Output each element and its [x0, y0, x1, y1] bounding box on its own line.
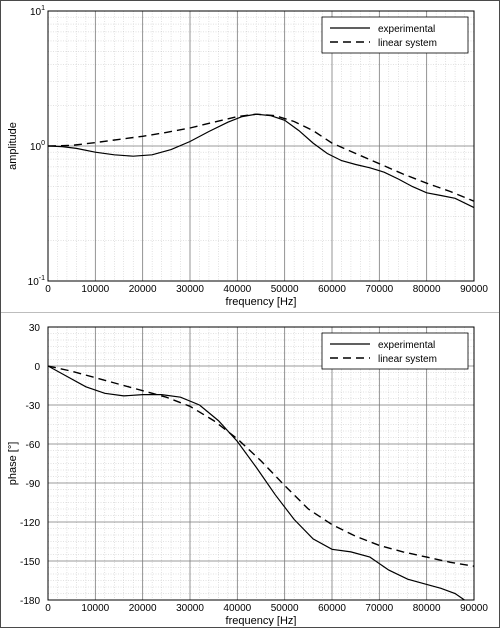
- x-tick-label: 10000: [81, 284, 109, 295]
- x-tick-label: 90000: [460, 284, 488, 295]
- x-tick-label: 60000: [318, 603, 346, 614]
- x-tick-label: 20000: [129, 603, 157, 614]
- y-tick-label: -120: [20, 518, 40, 529]
- x-tick-label: 40000: [223, 284, 251, 295]
- y-tick-label: -150: [20, 557, 40, 568]
- grid: [47, 10, 475, 282]
- legend-label: experimental: [378, 24, 435, 35]
- legend-box: [321, 332, 469, 370]
- series-line-linear-system: [48, 113, 474, 202]
- x-tick-label: 80000: [413, 284, 441, 295]
- legend-box: [321, 16, 469, 54]
- legend-label: linear system: [378, 38, 437, 49]
- y-tick-label: 30: [29, 323, 41, 334]
- x-tick-label: 40000: [223, 603, 251, 614]
- x-tick-label: 60000: [318, 284, 346, 295]
- x-tick-label: 70000: [365, 284, 393, 295]
- y-tick-label: -180: [20, 596, 40, 607]
- x-tick-label: 50000: [271, 284, 299, 295]
- y-tick-label: 100: [30, 140, 45, 153]
- amplitude-chart-svg: 0 10000 20000 30000 40000 50000 60000 70000 8000…: [7, 5, 488, 308]
- phase-chart-svg: 0 10000 20000 30000 40000 50000 60000 70000 8000…: [7, 323, 488, 627]
- plot-frame: [47, 326, 475, 601]
- x-tick-label: 70000: [365, 603, 393, 614]
- y-tick-label: -90: [26, 479, 41, 490]
- x-axis-label: frequency [Hz]: [226, 615, 297, 626]
- x-tick-label: 80000: [413, 603, 441, 614]
- legend-label: experimental: [378, 340, 435, 351]
- y-tick-label: 0: [34, 362, 40, 373]
- series-line-experimental: [48, 365, 466, 600]
- x-tick-label: 20000: [129, 284, 157, 295]
- y-tick-label: -30: [26, 401, 41, 412]
- x-tick-label: 10000: [81, 603, 109, 614]
- x-axis-label: frequency [Hz]: [226, 296, 297, 308]
- panel-separator: [1, 312, 499, 313]
- x-tick-label: 0: [45, 603, 51, 614]
- x-tick-label: 90000: [460, 603, 488, 614]
- series-line-linear-system: [48, 365, 474, 567]
- x-tick-label: 30000: [176, 603, 204, 614]
- x-tick-label: 50000: [271, 603, 299, 614]
- y-tick-label: 101: [30, 5, 45, 18]
- x-tick-label: 0: [45, 284, 51, 295]
- series-line-experimental: [48, 113, 474, 209]
- phase-chart: 0 10000 20000 30000 40000 50000 60000 70000 8000…: [2, 314, 498, 627]
- y-axis-label: phase [°]: [7, 442, 19, 486]
- amplitude-chart: 0 10000 20000 30000 40000 50000 60000 70000 8000…: [2, 2, 498, 311]
- x-tick-label: 30000: [176, 284, 204, 295]
- legend-label: linear system: [378, 354, 437, 365]
- y-tick-label: -60: [26, 440, 41, 451]
- y-axis-label: amplitude: [7, 122, 19, 170]
- y-tick-label: 10-1: [28, 275, 45, 288]
